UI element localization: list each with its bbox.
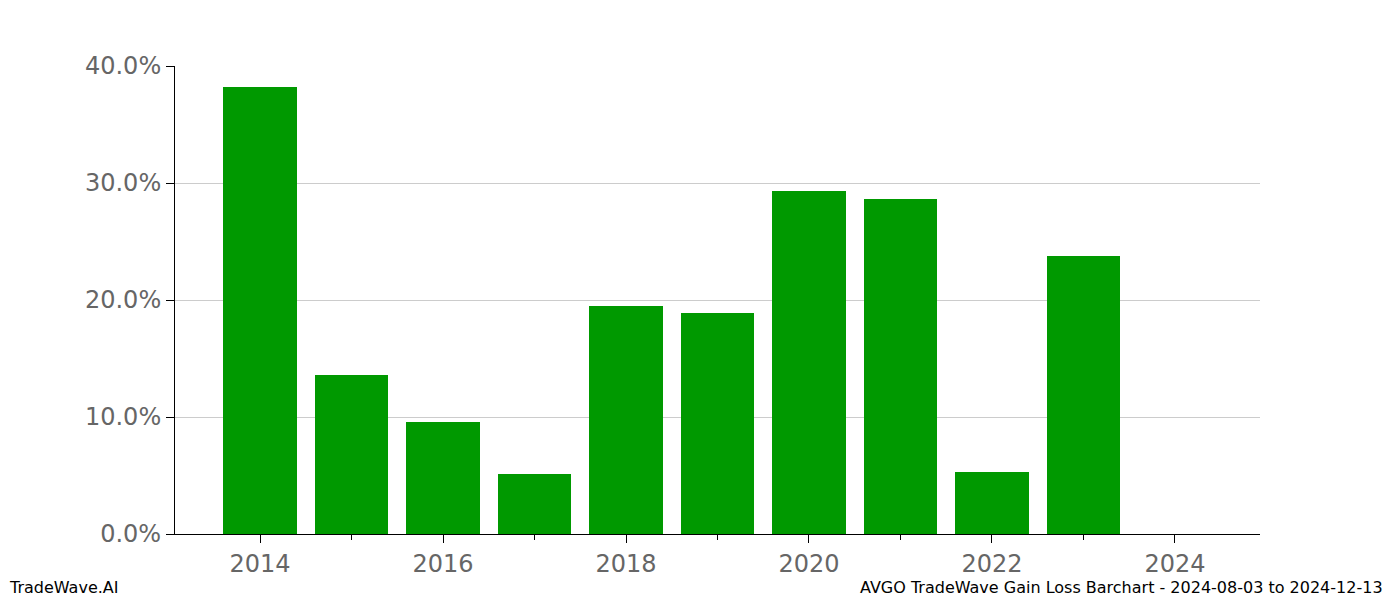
svg-text:TradeWave.AI: TradeWave.AI [9, 578, 118, 597]
svg-text:2014: 2014 [230, 550, 291, 578]
svg-text:10.0%: 10.0% [85, 403, 161, 431]
svg-text:2024: 2024 [1144, 550, 1205, 578]
svg-text:40.0%: 40.0% [85, 52, 161, 80]
svg-text:2018: 2018 [595, 550, 656, 578]
svg-text:AVGO TradeWave Gain Loss Barch: AVGO TradeWave Gain Loss Barchart - 2024… [860, 578, 1383, 597]
svg-text:30.0%: 30.0% [85, 169, 161, 197]
svg-text:2020: 2020 [778, 550, 839, 578]
svg-text:0.0%: 0.0% [100, 520, 161, 548]
svg-text:20.0%: 20.0% [85, 286, 161, 314]
svg-text:2016: 2016 [413, 550, 474, 578]
svg-text:2022: 2022 [961, 550, 1022, 578]
